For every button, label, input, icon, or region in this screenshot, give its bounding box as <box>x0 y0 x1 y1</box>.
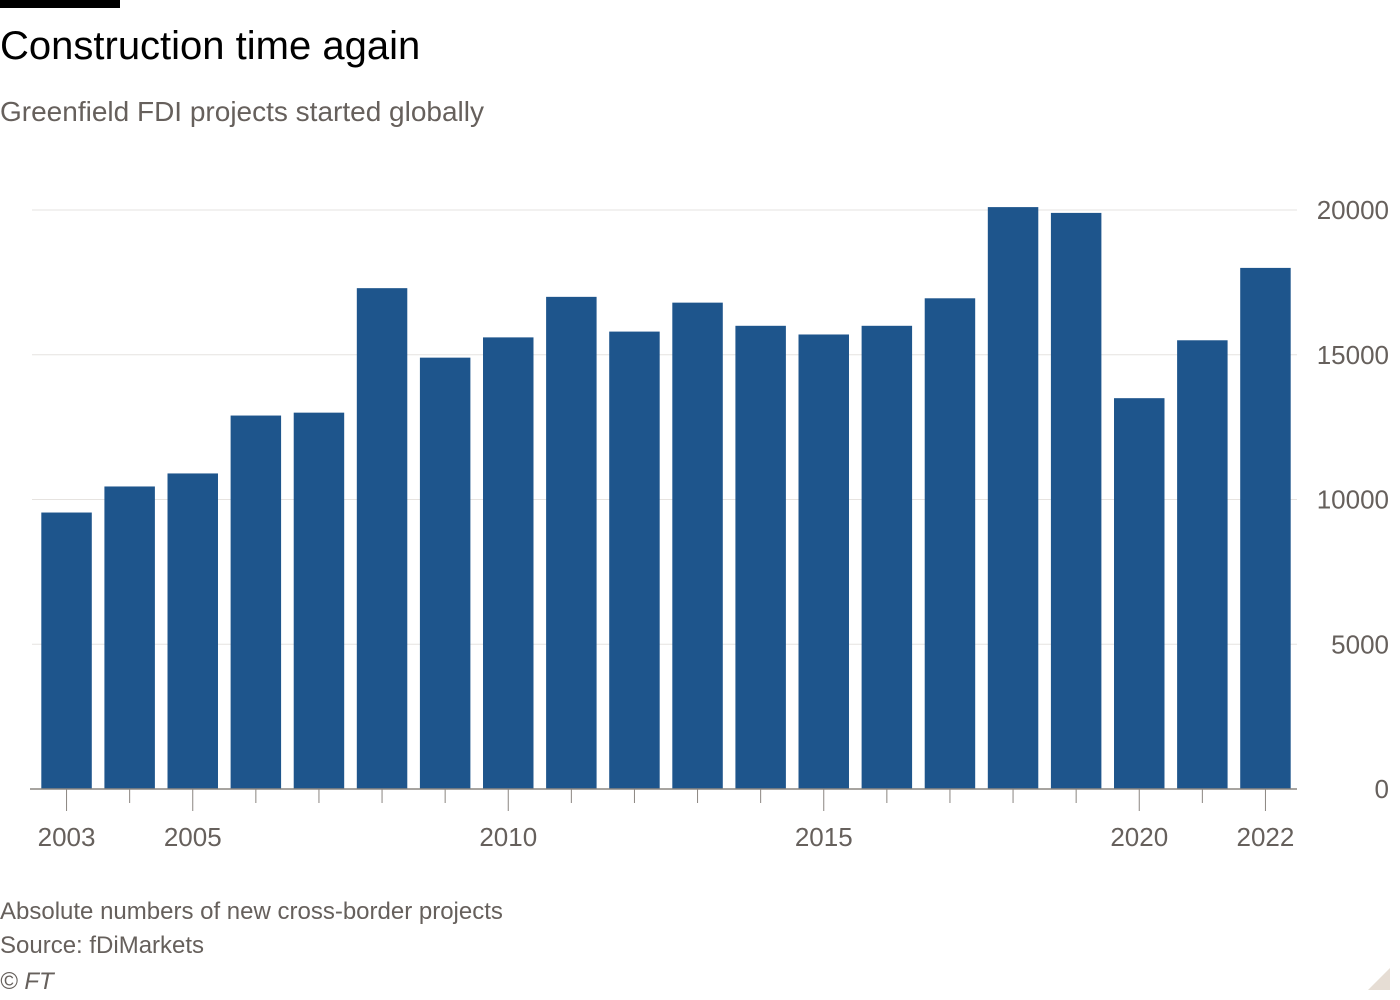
x-tick-label: 2010 <box>479 822 537 852</box>
bar <box>104 486 155 789</box>
x-tick-label: 2003 <box>38 822 96 852</box>
gridlines <box>32 209 1297 645</box>
chart-note: Absolute numbers of new cross-border pro… <box>0 898 503 925</box>
bar <box>924 298 976 789</box>
chart-title: Construction time again <box>0 24 421 68</box>
chart-subtitle: Greenfield FDI projects started globally <box>0 96 484 127</box>
bar <box>987 207 1039 790</box>
x-tick-label: 2005 <box>164 822 222 852</box>
y-tick-label: 20000 <box>1317 195 1389 225</box>
bar <box>356 288 408 789</box>
brand-bar <box>0 0 120 8</box>
bar <box>1050 212 1102 789</box>
bar <box>1177 340 1228 789</box>
bars <box>41 207 1291 790</box>
y-tick-label: 10000 <box>1317 485 1389 515</box>
y-tick-label: 15000 <box>1317 340 1389 370</box>
bar <box>1240 267 1291 789</box>
bar <box>609 331 660 789</box>
bar <box>293 412 345 789</box>
corner-mark <box>1368 968 1390 990</box>
bar <box>861 325 913 789</box>
bar-chart: 0 5000 10000 15000 20000 2003 2005 2010 2015 2020… <box>30 195 1389 852</box>
bar <box>419 357 471 789</box>
bar <box>735 325 786 789</box>
bar <box>546 296 597 789</box>
x-tick-label: 2020 <box>1110 822 1168 852</box>
copyright: © FT <box>0 968 54 995</box>
bar <box>483 337 534 789</box>
bar <box>167 473 218 789</box>
bar <box>672 302 723 789</box>
bar <box>798 334 849 789</box>
x-tick-label: 2015 <box>795 822 853 852</box>
bar <box>41 512 92 789</box>
chart-source: Source: fDiMarkets <box>0 932 205 959</box>
x-tick-label: 2022 <box>1237 822 1295 852</box>
y-tick-label: 5000 <box>1331 629 1389 659</box>
y-tick-label: 0 <box>1375 774 1389 804</box>
bar <box>1114 398 1165 789</box>
bar <box>230 415 282 789</box>
axes: 0 5000 10000 15000 20000 2003 2005 2010 2015 2020… <box>30 195 1389 852</box>
